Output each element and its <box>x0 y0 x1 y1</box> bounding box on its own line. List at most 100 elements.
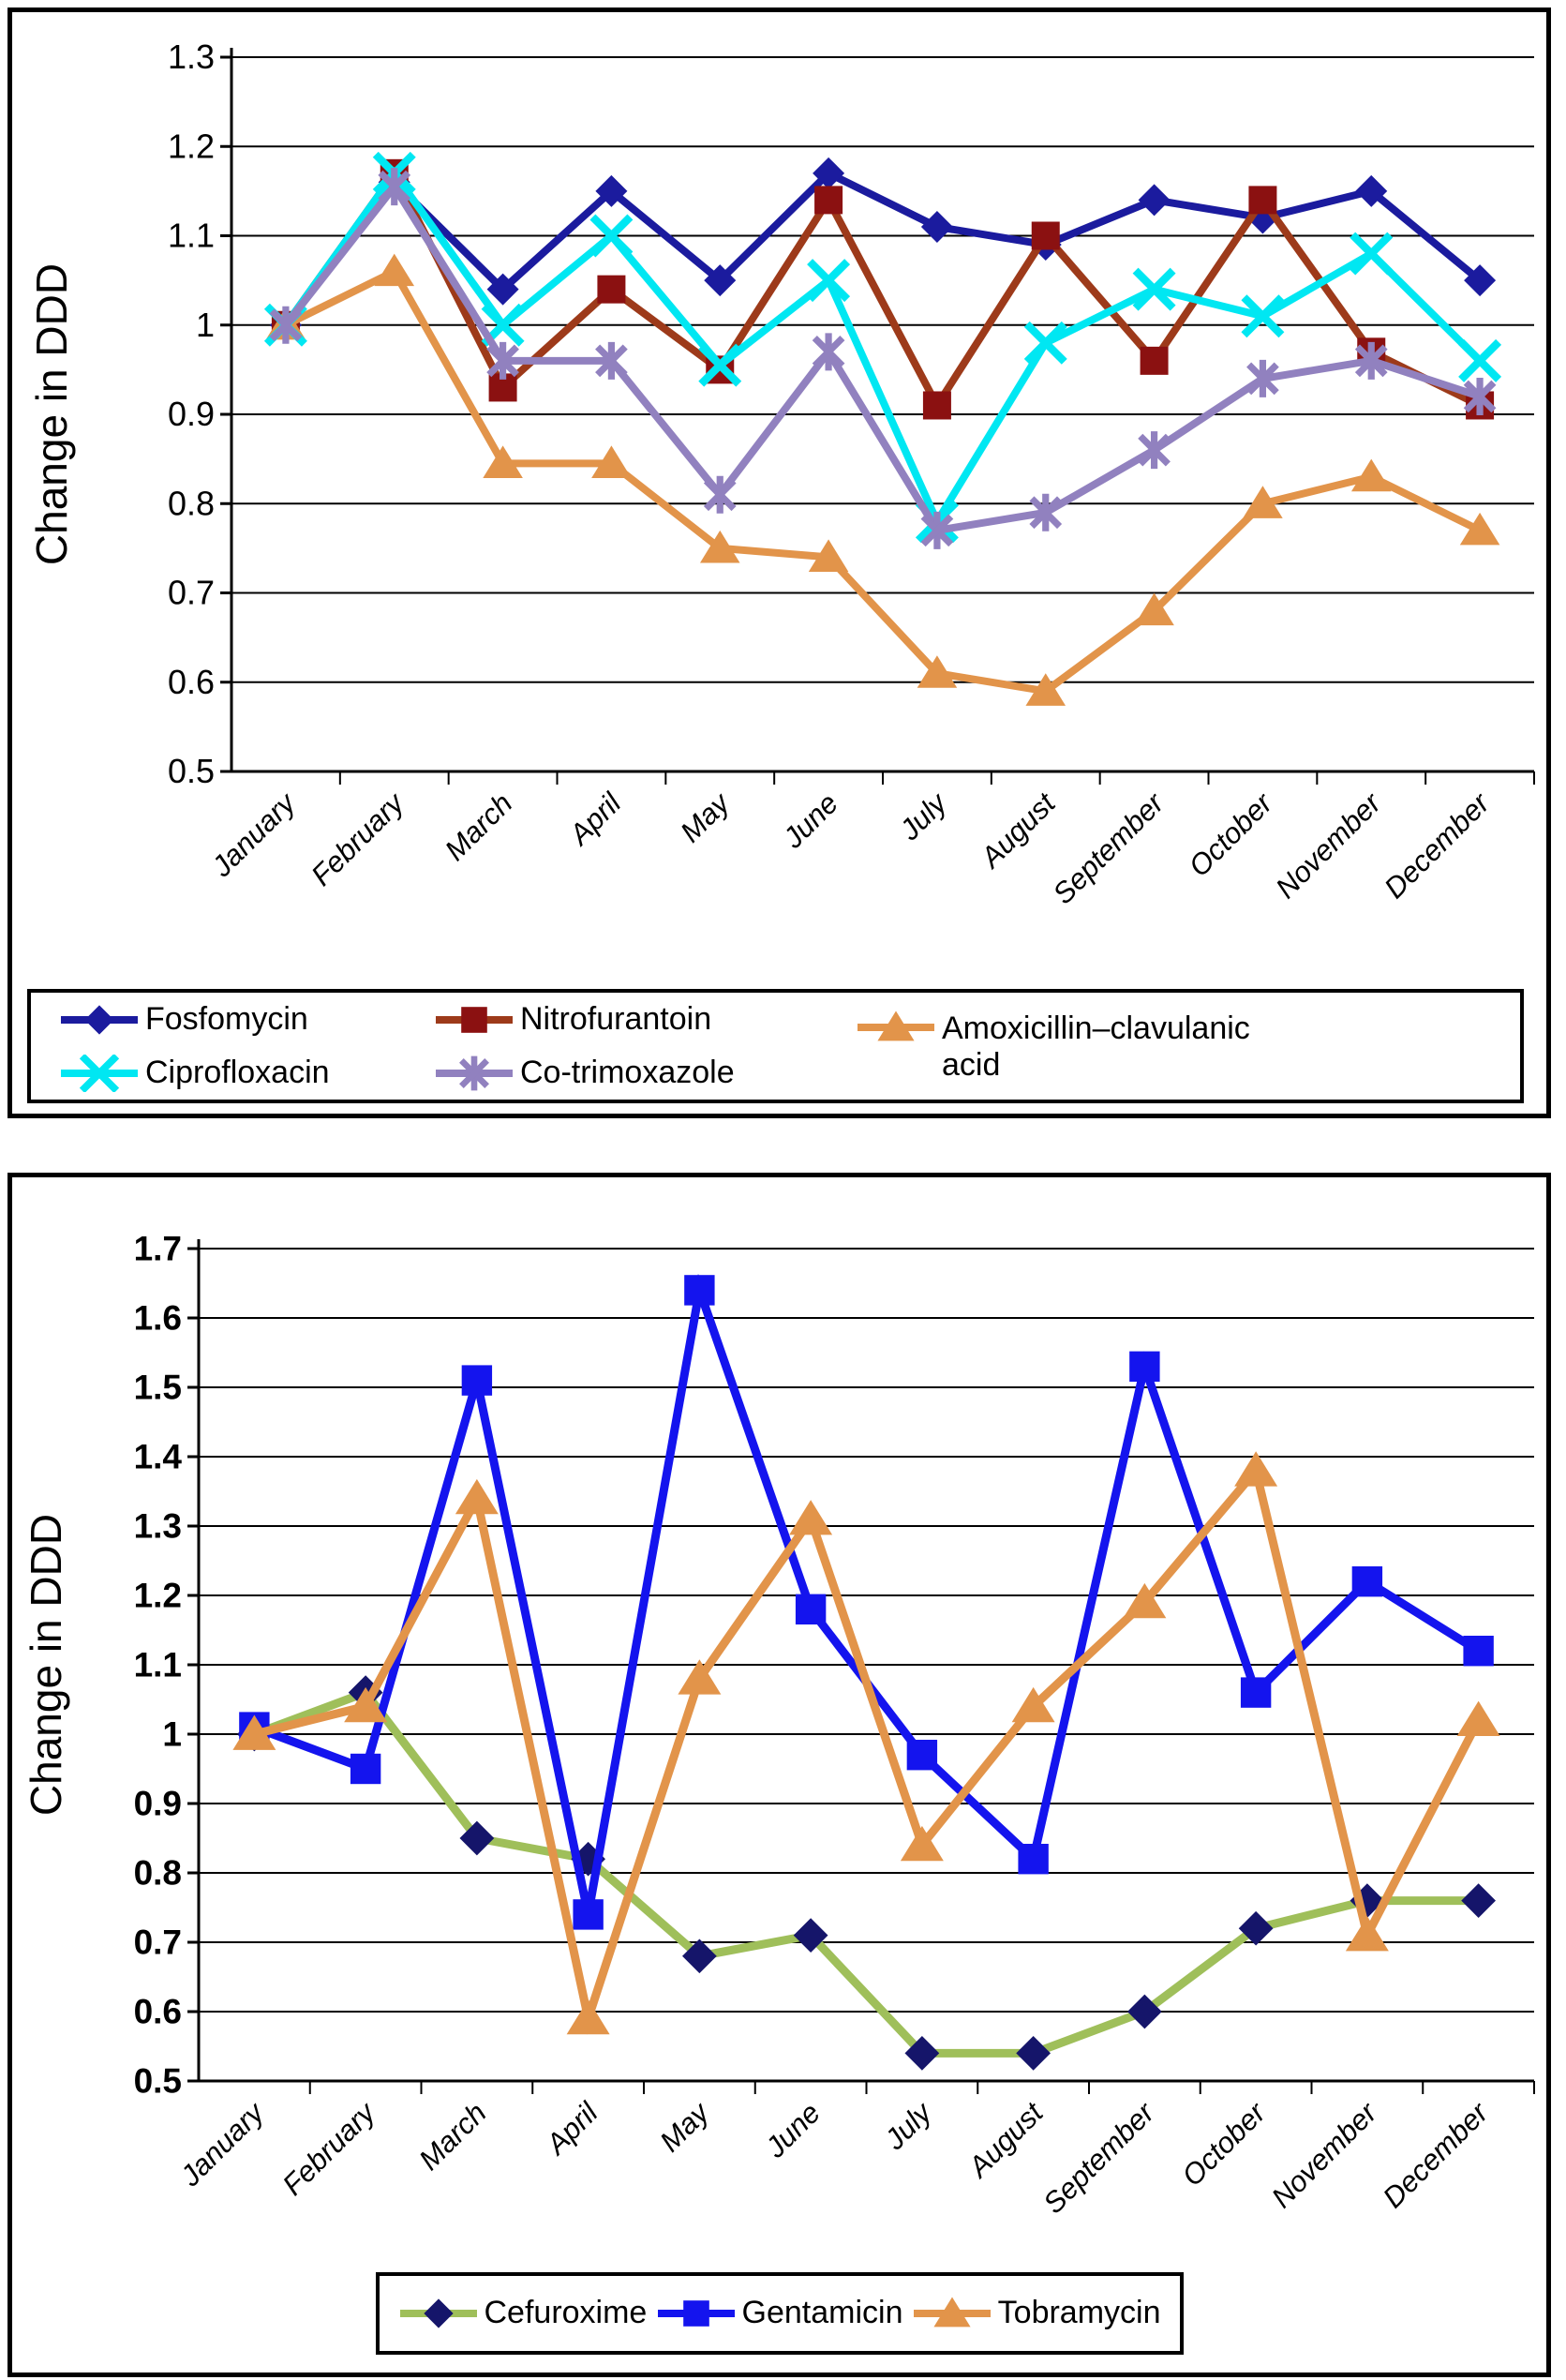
marker-tobramycin <box>1345 1916 1389 1952</box>
series-line-tobramycin <box>253 1461 1483 2035</box>
marker-amoxicillin-clavulanic-acid <box>808 539 849 572</box>
ciprofloxacin-line-marker-icon <box>59 1054 140 1092</box>
marker-ciprofloxacin <box>1350 232 1394 276</box>
legend-label: Gentamicin <box>741 2295 903 2331</box>
legend-label: Co-trimoxazole <box>520 1054 735 1090</box>
legend-sample-marker <box>933 2297 971 2328</box>
marker-co-trimoxazole <box>920 514 954 547</box>
y-tick-label: 0.8 <box>134 1854 182 1893</box>
marker-tobramycin <box>900 1825 944 1862</box>
y-tick-label: 1.2 <box>134 1577 182 1615</box>
marker-gentamicin <box>1018 1844 1049 1875</box>
x-tick-label: January <box>173 2094 272 2193</box>
x-tick-label: March <box>412 2096 493 2177</box>
y-tick-label: 0.7 <box>134 1923 182 1962</box>
marker-ciprofloxacin <box>589 214 634 258</box>
legend-sample-icon <box>858 1010 934 1041</box>
y-axis-title: Change in DDD <box>22 1514 70 1816</box>
x-tick-label: October <box>1175 2095 1273 2193</box>
chart-panel-bottom: 1.7 1.6 1.5 1.4 1.3 1.2 1.1 1 0.9 0.8 0.7 0.6 0.5 Jan… <box>7 1173 1551 2377</box>
x-tick-label: February <box>305 785 411 891</box>
marker-fosfomycin <box>1355 174 1388 207</box>
legend-sample-marker <box>84 1004 114 1035</box>
legend-sample-icon <box>61 1004 138 1035</box>
series-line-nitrofurantoin <box>282 166 1482 413</box>
marker-amoxicillin-clavulanic-acid <box>1243 486 1283 518</box>
marker-gentamicin <box>1351 1566 1383 1597</box>
series-line-ciprofloxacin <box>282 166 1483 530</box>
marker-fosfomycin <box>813 157 845 189</box>
x-axis-labels: January February March April May June July Augu… <box>204 785 1497 910</box>
marker-co-trimoxazole <box>1463 380 1497 413</box>
marker-tobramycin <box>789 1500 833 1535</box>
series-line-fosfomycin <box>282 168 1483 328</box>
legend-label: Cefuroxime <box>484 2295 648 2331</box>
marker-fosfomycin <box>1464 264 1497 297</box>
series-line-co-trimoxazole <box>282 180 1482 535</box>
marker-gentamicin <box>350 1753 381 1785</box>
series-line-gentamicin <box>252 1273 1482 1916</box>
x-tick-label: March <box>439 786 519 867</box>
y-tick-label: 0.5 <box>168 752 215 790</box>
legend-sample-icon <box>657 2300 735 2327</box>
marker-amoxicillin-clavulanic-acid <box>1350 458 1392 492</box>
legend-item-cefuroxime: Cefuroxime <box>398 2295 648 2332</box>
marker-ciprofloxacin <box>807 259 851 303</box>
y-tick-label: 1.1 <box>168 217 215 255</box>
marker-ciprofloxacin <box>1023 321 1067 365</box>
legend-item-amoxicillin-clavulanic-acid: Amoxicillin–clavulanic acid <box>856 1009 1520 1084</box>
marker-gentamicin <box>684 1275 715 1306</box>
x-tick-label: July <box>877 2094 939 2156</box>
marker-nitrofurantoin <box>814 186 843 215</box>
marker-fosfomycin <box>1138 184 1171 217</box>
x-tick-label: April <box>561 786 628 852</box>
y-tick-label: 0.6 <box>134 1993 182 2031</box>
chart-panel-top: 1.3 1.2 1.1 1 0.9 0.8 0.7 0.6 0.5 January February… <box>7 7 1551 1118</box>
x-tick-label: August <box>973 786 1062 875</box>
x-tick-label: September <box>1047 786 1171 910</box>
marker-amoxicillin-clavulanic-acid <box>374 253 415 287</box>
legend-item-gentamicin: Gentamicin <box>656 2295 903 2332</box>
y-axis-ticks: 1.7 1.6 1.5 1.4 1.3 1.2 1.1 1 0.9 0.8 0.7 0.6 0.5 <box>134 1230 199 2101</box>
x-tick-label: November <box>1269 786 1388 905</box>
fosfomycin-line-marker-icon <box>59 1001 140 1039</box>
y-tick-label: 1.1 <box>134 1646 182 1684</box>
marker-amoxicillin-clavulanic-acid <box>1459 512 1500 546</box>
marker-ciprofloxacin <box>1132 267 1176 311</box>
y-tick-label: 0.5 <box>134 2062 182 2101</box>
x-tick-label: June <box>776 786 844 855</box>
legend-item-tobramycin: Tobramycin <box>912 2295 1161 2332</box>
x-tick-label: December <box>1377 2095 1496 2214</box>
legend-label: Amoxicillin–clavulanic acid <box>942 1010 1250 1083</box>
tobramycin-line-marker-icon <box>912 2295 992 2332</box>
series-gentamicin <box>239 1273 1494 1930</box>
legend-sample-marker <box>877 1010 915 1041</box>
marker-co-trimoxazole <box>1029 496 1063 530</box>
y-tick-label: 0.8 <box>168 484 215 522</box>
marker-co-trimoxazole <box>486 344 519 378</box>
series-tobramycin <box>232 1451 1500 2035</box>
legend-item-ciprofloxacin: Ciprofloxacin <box>59 1054 434 1092</box>
x-tick-label: November <box>1265 2095 1384 2214</box>
marker-tobramycin <box>1011 1686 1055 1723</box>
marker-tobramycin <box>455 1478 499 1515</box>
legend-sample-marker <box>459 1057 489 1088</box>
legend-label: Ciprofloxacin <box>145 1054 330 1090</box>
x-tick-label: January <box>204 785 303 883</box>
legend-item-fosfomycin: Fosfomycin <box>59 1001 434 1039</box>
marker-tobramycin <box>1234 1451 1278 1487</box>
nitrofurantoin-line-marker-icon <box>434 1001 515 1039</box>
legend-sample-icon <box>913 2297 991 2328</box>
marker-fosfomycin <box>486 273 519 306</box>
series-fosfomycin <box>269 157 1497 341</box>
marker-gentamicin <box>906 1740 938 1771</box>
marker-ciprofloxacin <box>1241 294 1285 338</box>
cefuroxime-line-marker-icon <box>398 2295 479 2332</box>
y-tick-label: 1 <box>196 306 215 344</box>
x-tick-label: May <box>674 785 738 848</box>
series-line-cefuroxime <box>252 1687 1479 2058</box>
marker-tobramycin <box>1456 1700 1500 1737</box>
x-tick-label: September <box>1037 2095 1161 2220</box>
x-tick-label: August <box>961 2095 1050 2184</box>
